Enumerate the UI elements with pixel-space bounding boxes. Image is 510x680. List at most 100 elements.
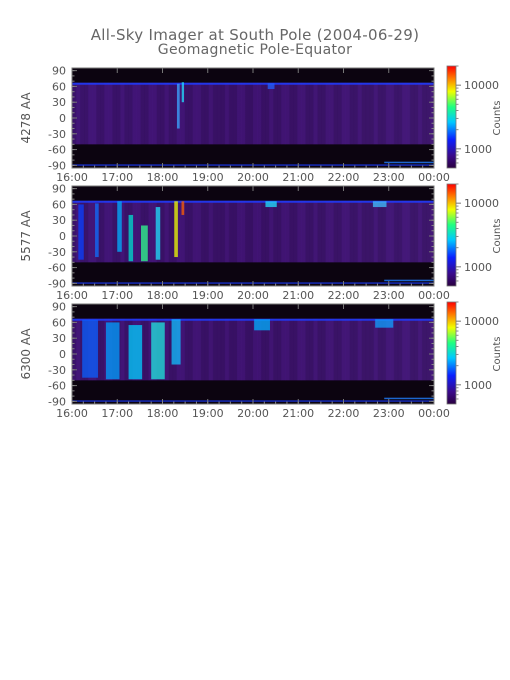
texture-streak: [257, 82, 262, 145]
texture-streak: [321, 318, 326, 381]
aurora-feature: [105, 322, 120, 380]
y-tick-label: 30: [52, 332, 66, 345]
aurora-feature: [174, 201, 178, 258]
texture-streak: [345, 82, 351, 145]
texture-streak: [220, 200, 226, 263]
texture-streak: [160, 82, 166, 145]
texture-streak: [76, 200, 81, 263]
aurora-feature: [95, 203, 99, 258]
texture-streak: [401, 318, 407, 381]
colorbar: [446, 183, 457, 287]
texture-streak: [188, 200, 194, 263]
texture-streak: [397, 318, 403, 381]
texture-streak: [100, 318, 105, 381]
texture-streak: [224, 200, 230, 263]
texture-streak: [148, 200, 153, 263]
texture-streak: [321, 82, 326, 145]
texture-streak: [220, 82, 226, 145]
texture-streak: [204, 82, 210, 145]
texture-streak: [168, 200, 174, 263]
texture-streak: [248, 82, 254, 145]
x-tick-label: 17:00: [101, 289, 133, 302]
texture-streak: [289, 82, 294, 145]
y-tick-label: 90: [52, 183, 66, 196]
texture-streak: [261, 318, 266, 381]
texture-streak: [72, 82, 77, 145]
colorbar-label: Counts: [492, 101, 503, 136]
texture-streak: [184, 82, 190, 145]
texture-streak: [269, 82, 274, 145]
texture-streak: [365, 318, 371, 381]
texture-streak: [180, 318, 186, 381]
texture-streak: [236, 318, 242, 381]
texture-streak: [240, 200, 246, 263]
texture-streak: [84, 82, 89, 145]
texture-streak: [293, 200, 298, 263]
x-tick-label: 23:00: [373, 171, 405, 184]
texture-streak: [164, 82, 170, 145]
y-tick-label: -90: [48, 277, 66, 290]
colorbar: [446, 301, 457, 405]
y-tick-label: -60: [48, 144, 66, 157]
texture-streak: [409, 82, 415, 145]
texture-streak: [313, 82, 318, 145]
texture-streak: [345, 318, 351, 381]
texture-streak: [389, 318, 395, 381]
texture-streak: [297, 82, 302, 145]
texture-streak: [353, 200, 359, 263]
texture-streak: [204, 318, 210, 381]
texture-streak: [309, 200, 314, 263]
y-tick-label: 60: [52, 316, 66, 329]
texture-streak: [329, 200, 334, 263]
texture-streak: [337, 318, 342, 381]
texture-streak: [305, 200, 310, 263]
texture-streak: [120, 82, 125, 145]
texture-streak: [353, 318, 359, 381]
texture-streak: [305, 82, 310, 145]
texture-streak: [273, 200, 278, 263]
edge-band-south-late: [384, 161, 434, 164]
texture-streak: [357, 82, 363, 145]
texture-streak: [240, 318, 246, 381]
texture-streak: [253, 82, 258, 145]
texture-streak: [104, 82, 109, 145]
texture-streak: [232, 200, 238, 263]
x-tick-label: 23:00: [373, 289, 405, 302]
texture-streak: [429, 82, 435, 145]
texture-streak: [317, 318, 322, 381]
texture-streak: [72, 200, 77, 263]
texture-streak: [301, 200, 306, 263]
texture-streak: [317, 200, 322, 263]
x-tick-label: 19:00: [192, 171, 224, 184]
texture-streak: [369, 82, 375, 145]
texture-streak: [393, 318, 399, 381]
texture-streak: [196, 318, 202, 381]
texture-streak: [313, 318, 318, 381]
texture-streak: [140, 82, 145, 145]
aurora-feature: [128, 325, 143, 380]
texture-streak: [228, 200, 234, 263]
texture-streak: [401, 200, 407, 263]
texture-streak: [265, 318, 270, 381]
texture-streak: [208, 318, 214, 381]
texture-streak: [297, 200, 302, 263]
edge-band-north: [72, 200, 434, 203]
texture-streak: [156, 82, 161, 145]
texture-streak: [301, 318, 306, 381]
chart-title: All-Sky Imager at South Pole (2004-06-29…: [90, 26, 420, 44]
x-tick-label: 23:00: [373, 407, 405, 420]
texture-streak: [289, 318, 294, 381]
texture-streak: [208, 82, 214, 145]
texture-streak: [240, 82, 246, 145]
aurora-feature: [265, 201, 277, 208]
x-tick-label: 16:00: [56, 171, 88, 184]
texture-streak: [341, 200, 347, 263]
texture-streak: [188, 82, 194, 145]
texture-streak: [285, 82, 290, 145]
y-tick-label: -60: [48, 380, 66, 393]
texture-streak: [236, 82, 242, 145]
texture-streak: [96, 82, 101, 145]
aurora-feature: [128, 214, 134, 262]
texture-streak: [309, 82, 314, 145]
texture-streak: [212, 200, 218, 263]
